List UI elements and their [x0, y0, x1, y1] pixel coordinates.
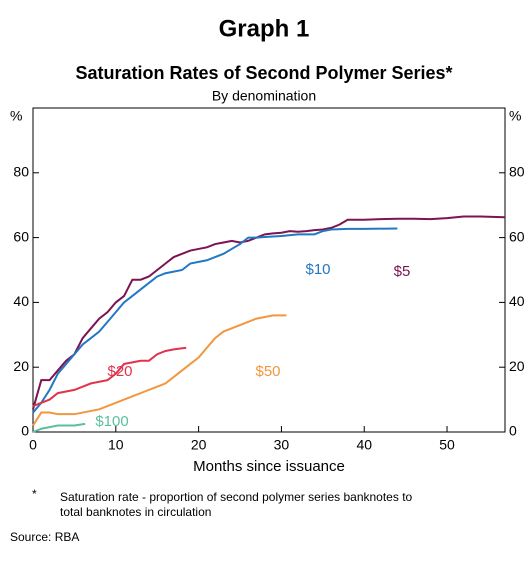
series-line [32, 215, 506, 410]
x-tick-label: 10 [108, 437, 124, 453]
y-tick-label: 80 [13, 164, 29, 180]
series-label: $100 [95, 413, 128, 430]
y2-tick-label: 20 [509, 358, 525, 374]
footnote: Saturation rate - proportion of second p… [60, 490, 413, 504]
y-tick-label: 40 [13, 293, 29, 309]
series-label: $10 [305, 261, 330, 278]
chart-subtitle: Saturation Rates of Second Polymer Serie… [75, 63, 452, 83]
series-line [32, 346, 187, 408]
y-tick-label: 20 [13, 358, 29, 374]
chart-title: Graph 1 [219, 15, 310, 42]
series-label: $5 [394, 263, 411, 280]
y-tick-label: 60 [13, 228, 29, 244]
series-label: $20 [107, 363, 132, 380]
y-tick-label: 0 [21, 423, 29, 439]
x-tick-label: 0 [29, 437, 37, 453]
series-line [32, 227, 398, 414]
series-line [32, 422, 86, 433]
x-tick-label: 40 [356, 437, 372, 453]
y2-tick-label: 80 [509, 164, 525, 180]
x-axis-label: Months since issuance [193, 458, 345, 475]
plot-frame [32, 107, 506, 433]
y2-tick-label: 60 [509, 228, 525, 244]
y-axis-label: % [10, 108, 22, 124]
series-line [32, 314, 287, 427]
footnote: total banknotes in circulation [60, 505, 211, 519]
source: Source: RBA [10, 530, 79, 544]
footnote-marker: * [32, 487, 37, 501]
caption: By denomination [212, 88, 316, 104]
y2-tick-label: 0 [509, 423, 517, 439]
series-label: $50 [255, 363, 280, 380]
x-tick-label: 50 [439, 437, 455, 453]
x-tick-label: 20 [191, 437, 207, 453]
y2-tick-label: 40 [509, 293, 525, 309]
x-tick-label: 30 [274, 437, 290, 453]
y2-axis-label: % [509, 108, 521, 124]
